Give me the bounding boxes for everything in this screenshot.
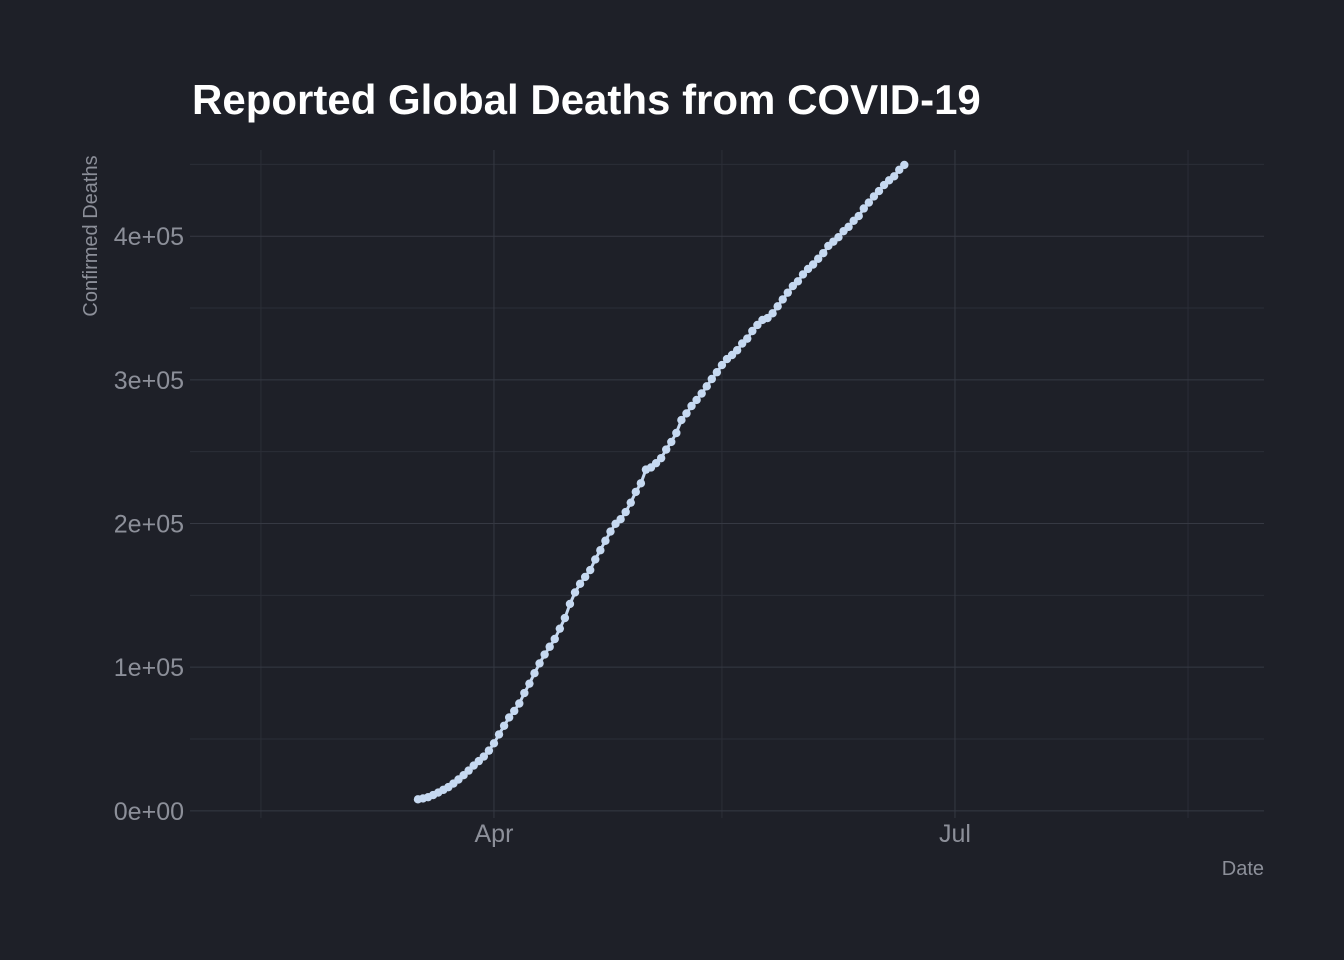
- data-point: [479, 752, 489, 761]
- x-tick-label: Apr: [475, 820, 514, 848]
- data-point: [854, 211, 863, 221]
- data-point: [636, 479, 646, 488]
- data-point: [550, 634, 559, 644]
- data-point: [489, 739, 499, 748]
- data-point: [575, 579, 585, 589]
- data-point: [580, 572, 590, 582]
- data-point: [565, 599, 575, 609]
- y-axis-title: Confirmed Deaths: [80, 155, 102, 316]
- data-point: [687, 401, 696, 411]
- data-point: [773, 302, 782, 311]
- data-point: [540, 650, 549, 659]
- data-point: [656, 453, 666, 463]
- data-point: [677, 415, 686, 425]
- data-point: [692, 395, 701, 405]
- data-point: [621, 507, 630, 517]
- data-point: [864, 198, 874, 207]
- data-point: [520, 688, 529, 698]
- data-point: [545, 642, 554, 651]
- series: [413, 160, 909, 804]
- data-point: [834, 232, 843, 242]
- data-point: [504, 713, 514, 722]
- data-point: [697, 389, 706, 398]
- x-tick-label: Jul: [939, 820, 971, 848]
- data-point: [586, 565, 595, 575]
- y-tick-label: 0e+00: [114, 798, 184, 826]
- data-point: [869, 192, 879, 201]
- data-point: [515, 699, 524, 708]
- data-point: [813, 254, 823, 263]
- data-point: [499, 721, 509, 730]
- x-axis-title: Date: [1222, 858, 1264, 880]
- data-point: [778, 295, 787, 304]
- data-point: [591, 555, 600, 564]
- data-point: [844, 222, 853, 232]
- data-point: [768, 309, 777, 318]
- data-point: [717, 360, 727, 370]
- data-point: [889, 172, 899, 181]
- y-tick-label: 1e+05: [114, 654, 184, 682]
- y-tick-label: 4e+05: [114, 223, 184, 251]
- data-point: [819, 248, 828, 258]
- y-tick-label: 2e+05: [114, 511, 184, 539]
- data-point: [631, 487, 641, 497]
- data-point: [732, 346, 742, 355]
- data-point: [596, 546, 605, 555]
- data-point: [555, 624, 565, 633]
- data-point: [601, 536, 610, 545]
- tick-labels: 0e+00 1e+05 2e+05 3e+05 4e+05 Apr Jul: [114, 223, 971, 848]
- data-point: [793, 277, 803, 286]
- data-point: [712, 368, 722, 377]
- data-point: [560, 613, 570, 623]
- data-point: [535, 659, 544, 668]
- data-point: [783, 288, 792, 297]
- data-point: [743, 334, 752, 343]
- data-point: [667, 437, 676, 447]
- data-point: [530, 668, 539, 678]
- data-point: [900, 160, 909, 170]
- chart-title: Reported Global Deaths from COVID-19: [192, 76, 981, 123]
- data-point: [702, 382, 711, 391]
- data-point: [662, 445, 671, 454]
- data-point: [626, 498, 635, 507]
- data-point: [707, 374, 717, 384]
- data-point: [616, 514, 625, 524]
- data-point: [874, 186, 884, 196]
- y-tick-label: 3e+05: [114, 367, 184, 395]
- data-point: [570, 588, 580, 597]
- data-point: [859, 204, 868, 213]
- data-point: [798, 270, 808, 279]
- data-point: [748, 326, 757, 336]
- grid: [190, 150, 1264, 818]
- data-point: [682, 409, 691, 418]
- series-line: [417, 163, 906, 801]
- data-point: [484, 746, 494, 755]
- data-point: [606, 527, 615, 536]
- data-point: [510, 706, 519, 716]
- data-point: [525, 679, 534, 688]
- data-point: [672, 428, 681, 438]
- data-point: [494, 730, 504, 739]
- data-point: [808, 260, 818, 269]
